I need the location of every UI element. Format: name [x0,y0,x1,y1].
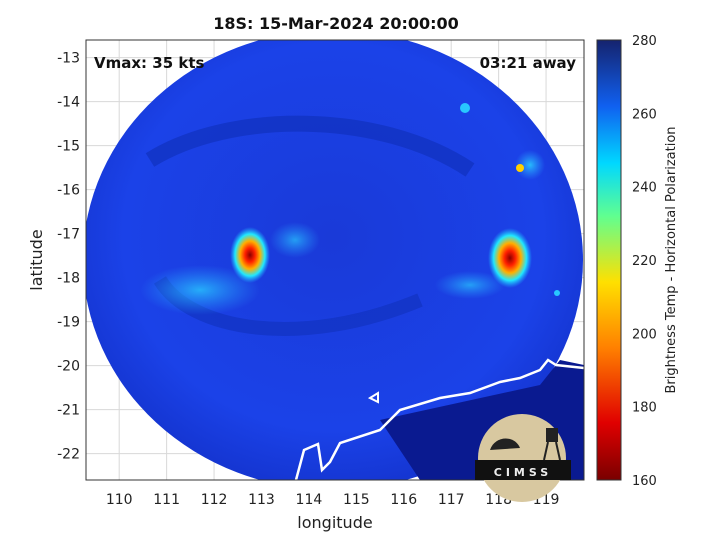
colorbar-tick-label: 160 [632,474,657,489]
x-axis-label: longitude [297,513,372,532]
x-tick-label: 113 [248,492,275,508]
x-tick-label: 110 [106,492,133,508]
y-tick-label: -20 [57,359,80,375]
x-axis-ticks: 110 111 112 113 114 115 116 117 118 119 [106,492,560,508]
svg-text:CIMSS: CIMSS [494,466,552,479]
y-tick-label: -19 [57,315,80,331]
time-away-annotation: 03:21 away [480,54,577,72]
y-tick-label: -15 [57,139,80,155]
east-convection [488,228,532,288]
y-tick-label: -14 [57,95,80,111]
storm-core [230,227,270,283]
x-tick-label: 112 [201,492,228,508]
colorbar-label: Brightness Temp - Horizontal Polarizatio… [664,126,679,393]
x-tick-label: 114 [296,492,323,508]
y-tick-label: -21 [57,403,80,419]
figure-title: 18S: 15-Mar-2024 20:00:00 [213,14,459,33]
colorbar-tick-label: 220 [632,254,657,269]
swath-field [86,40,583,480]
y-axis-label: latitude [27,229,46,290]
y-axis-ticks: -13 -14 -15 -16 -17 -18 -19 -20 -21 -22 [57,51,80,463]
y-tick-label: -18 [57,271,80,287]
x-tick-label: 115 [343,492,370,508]
y-tick-label: -13 [57,51,80,67]
coastline [294,358,584,480]
y-tick-label: -17 [57,227,80,243]
x-tick-label: 111 [153,492,180,508]
x-tick-label: 117 [438,492,465,508]
colorbar-tick-label: 180 [632,401,657,416]
y-tick-label: -22 [57,447,80,463]
cimss-logo: CIMSS [475,414,571,502]
y-tick-label: -16 [57,183,80,199]
colorbar-tick-label: 280 [632,34,657,49]
x-tick-label: 116 [390,492,417,508]
vmax-annotation: Vmax: 35 kts [94,54,204,72]
colorbar-tick-label: 200 [632,327,657,342]
colorbar [596,39,622,481]
colorbar-tick-label: 240 [632,181,657,196]
colorbar-ticks: 280 260 240 220 200 180 160 [632,34,657,489]
colorbar-tick-label: 260 [632,107,657,122]
